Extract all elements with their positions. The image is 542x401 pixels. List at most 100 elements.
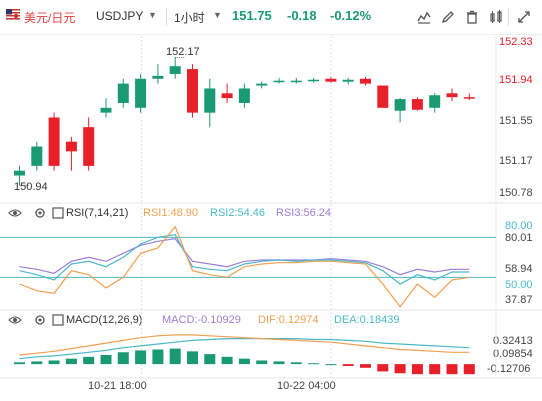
macd-bar (360, 364, 371, 368)
macd-bar (256, 360, 268, 365)
candle-body (463, 97, 475, 99)
candle-body (169, 66, 181, 74)
macd-bar (221, 356, 233, 365)
candle-body (290, 80, 302, 83)
rsi-axis-label: 80.00 (505, 220, 533, 232)
candle-body (187, 69, 198, 113)
dif-value: DIF:0.12974 (258, 314, 319, 326)
rsi1-value: RSI1:48.90 (143, 207, 199, 219)
candle-body (394, 99, 406, 111)
candle-body (360, 78, 371, 84)
rsi1-line (19, 225, 470, 308)
trash-icon[interactable] (464, 9, 480, 25)
expand-icon[interactable] (516, 9, 532, 25)
macd-bar (152, 349, 164, 365)
candle-body (31, 146, 43, 166)
candle-body (48, 117, 60, 166)
rsi-title: RSI(7,14,21) (66, 207, 129, 219)
candle-body (117, 83, 129, 103)
macd-bar (308, 363, 320, 365)
rsi-axis-label: 80.01 (505, 232, 533, 244)
chevron-down-icon[interactable]: ▼ (213, 10, 222, 20)
macd-bar (463, 364, 475, 375)
rsi-axis-label: 37.87 (505, 294, 533, 306)
price-axis-label: 152.33 (499, 36, 533, 48)
time-axis-label: 10-21 18:00 (88, 380, 147, 392)
dea-value: DEA:0.18439 (334, 314, 400, 326)
macd-bar (394, 364, 406, 374)
symbol-label[interactable]: USDJPY (96, 9, 144, 23)
candle-body (273, 80, 285, 83)
macd-bar (48, 360, 60, 365)
rsi-axis-label: 50.00 (505, 279, 533, 291)
price-change: -0.18 (287, 8, 317, 23)
eye-icon[interactable] (8, 207, 22, 222)
candle-body (256, 83, 268, 86)
flag-icon (6, 9, 20, 20)
settings-icon[interactable] (34, 207, 46, 222)
candle-body (204, 88, 216, 113)
last-price: 151.75 (232, 8, 272, 23)
macd-bar (204, 354, 216, 365)
macd-bar (446, 364, 458, 375)
macd-bar (238, 358, 250, 365)
price-change-pct: -0.12% (330, 8, 372, 23)
macd-bar (411, 364, 423, 375)
settings-icon[interactable] (34, 314, 46, 329)
macd-bar (187, 351, 198, 365)
macd-bar (429, 364, 441, 375)
rsi2-line (19, 234, 470, 285)
pair-name[interactable]: 美元/日元 (24, 11, 76, 25)
candle-body (135, 78, 147, 108)
price-axis-label: 151.17 (499, 155, 533, 167)
macd-axis-label: 0.09854 (493, 348, 533, 360)
chevron-down-icon[interactable]: ▼ (148, 10, 157, 20)
timeframe-selector[interactable]: 1小时 (174, 11, 205, 25)
macd-title: MACD(12,26,9) (66, 314, 143, 326)
candle-body (14, 170, 25, 176)
macd-bar (135, 350, 147, 365)
macd-bar (377, 364, 389, 372)
bars-icon[interactable] (488, 9, 504, 25)
dif-line (19, 334, 470, 356)
divider (166, 8, 167, 26)
candle-body (65, 141, 77, 152)
macd-bar (290, 362, 302, 365)
macd-header: MACD(12,26,9) MACD:-0.10929 DIF:0.12974 … (0, 312, 500, 330)
macd-axis-label: -0.12706 (487, 363, 531, 375)
candle-body (83, 127, 95, 166)
macd-bar (65, 358, 77, 365)
time-axis-label: 10-22 04:00 (277, 380, 336, 392)
rsi3-line (19, 238, 470, 276)
macd-bar (83, 356, 95, 365)
rsi-axis-label: 58.94 (505, 263, 533, 275)
dea-line (19, 338, 470, 360)
eye-icon[interactable] (8, 314, 22, 329)
candle-body (152, 75, 164, 79)
candle-body (100, 107, 112, 113)
indicator-icon (52, 207, 64, 222)
price-axis-label: 151.94 (499, 74, 533, 86)
candle-body (308, 79, 320, 82)
macd-bar (14, 362, 25, 365)
chart-header: 美元/日元 USDJPY ▼ 1小时 ▼ 151.75 -0.18 -0.12% (0, 0, 542, 35)
macd-value: MACD:-0.10929 (162, 314, 241, 326)
draw-icon[interactable] (440, 9, 456, 25)
low-label: 150.94 (14, 181, 48, 193)
macd-bar (273, 361, 285, 365)
rsi2-value: RSI2:54.46 (210, 207, 266, 219)
candle-body (221, 93, 233, 99)
macd-axis-label: 0.32413 (493, 335, 533, 347)
macd-bar (117, 352, 129, 365)
macd-bar (100, 355, 112, 365)
candle-body (429, 95, 441, 108)
macd-bar (169, 348, 181, 365)
candle-body (377, 85, 389, 108)
indicator-icon (52, 314, 64, 329)
candle-body (342, 79, 354, 82)
rsi3-value: RSI3:56.24 (276, 207, 332, 219)
indicator-icon[interactable] (416, 9, 432, 25)
macd-bar (342, 364, 354, 366)
price-axis-label: 150.78 (499, 187, 533, 199)
